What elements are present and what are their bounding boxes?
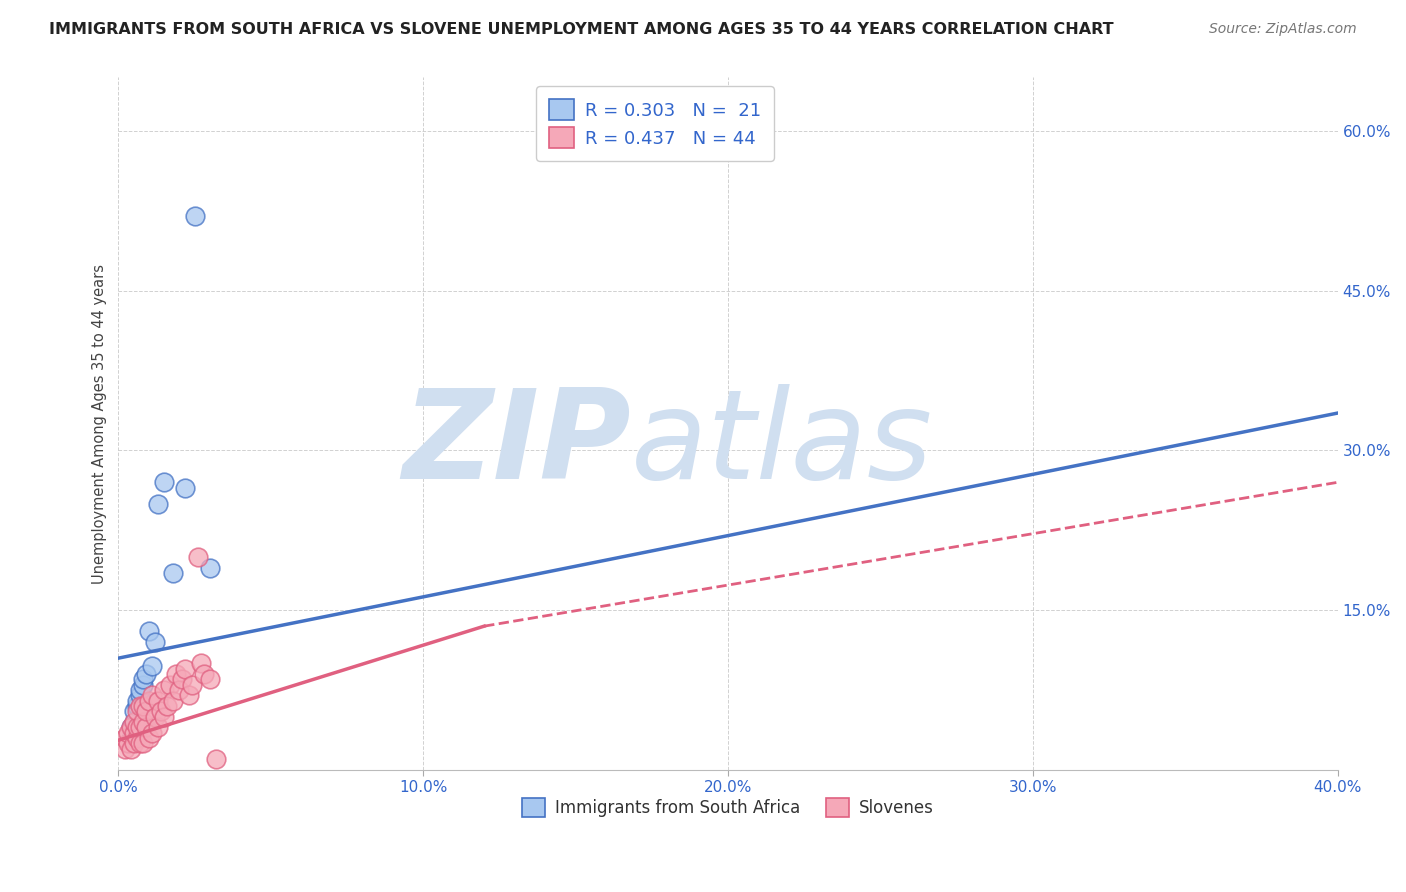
- Point: [125, 720, 148, 734]
- Point: [132, 699, 155, 714]
- Point: [117, 725, 139, 739]
- Point: [138, 624, 160, 639]
- Point: [132, 736, 155, 750]
- Point: [174, 481, 197, 495]
- Point: [125, 694, 148, 708]
- Point: [141, 658, 163, 673]
- Text: ZIP: ZIP: [402, 384, 630, 505]
- Point: [143, 710, 166, 724]
- Point: [122, 705, 145, 719]
- Point: [117, 736, 139, 750]
- Point: [114, 741, 136, 756]
- Point: [162, 694, 184, 708]
- Point: [138, 694, 160, 708]
- Point: [193, 667, 215, 681]
- Point: [122, 725, 145, 739]
- Text: Source: ZipAtlas.com: Source: ZipAtlas.com: [1209, 22, 1357, 37]
- Point: [122, 714, 145, 729]
- Point: [153, 683, 176, 698]
- Point: [156, 699, 179, 714]
- Point: [132, 678, 155, 692]
- Point: [190, 657, 212, 671]
- Point: [172, 673, 194, 687]
- Point: [122, 736, 145, 750]
- Point: [125, 699, 148, 714]
- Legend: Immigrants from South Africa, Slovenes: Immigrants from South Africa, Slovenes: [516, 791, 941, 824]
- Point: [120, 731, 142, 745]
- Point: [165, 667, 187, 681]
- Text: atlas: atlas: [630, 384, 932, 505]
- Point: [146, 497, 169, 511]
- Point: [162, 566, 184, 580]
- Point: [146, 720, 169, 734]
- Point: [135, 720, 157, 734]
- Point: [205, 752, 228, 766]
- Point: [183, 209, 205, 223]
- Point: [120, 720, 142, 734]
- Point: [141, 725, 163, 739]
- Point: [128, 736, 150, 750]
- Point: [125, 729, 148, 743]
- Point: [120, 741, 142, 756]
- Point: [143, 635, 166, 649]
- Point: [128, 689, 150, 703]
- Point: [138, 731, 160, 745]
- Point: [187, 549, 209, 564]
- Point: [180, 678, 202, 692]
- Point: [153, 710, 176, 724]
- Point: [198, 560, 221, 574]
- Point: [174, 662, 197, 676]
- Point: [135, 705, 157, 719]
- Point: [128, 720, 150, 734]
- Point: [153, 475, 176, 490]
- Point: [122, 714, 145, 729]
- Point: [120, 720, 142, 734]
- Point: [150, 705, 173, 719]
- Y-axis label: Unemployment Among Ages 35 to 44 years: Unemployment Among Ages 35 to 44 years: [93, 264, 107, 583]
- Point: [125, 705, 148, 719]
- Text: IMMIGRANTS FROM SOUTH AFRICA VS SLOVENE UNEMPLOYMENT AMONG AGES 35 TO 44 YEARS C: IMMIGRANTS FROM SOUTH AFRICA VS SLOVENE …: [49, 22, 1114, 37]
- Point: [146, 694, 169, 708]
- Point: [128, 699, 150, 714]
- Point: [125, 731, 148, 745]
- Point: [198, 673, 221, 687]
- Point: [159, 678, 181, 692]
- Point: [114, 731, 136, 745]
- Point: [132, 673, 155, 687]
- Point: [128, 683, 150, 698]
- Point: [135, 667, 157, 681]
- Point: [169, 683, 191, 698]
- Point: [132, 714, 155, 729]
- Point: [141, 689, 163, 703]
- Point: [177, 689, 200, 703]
